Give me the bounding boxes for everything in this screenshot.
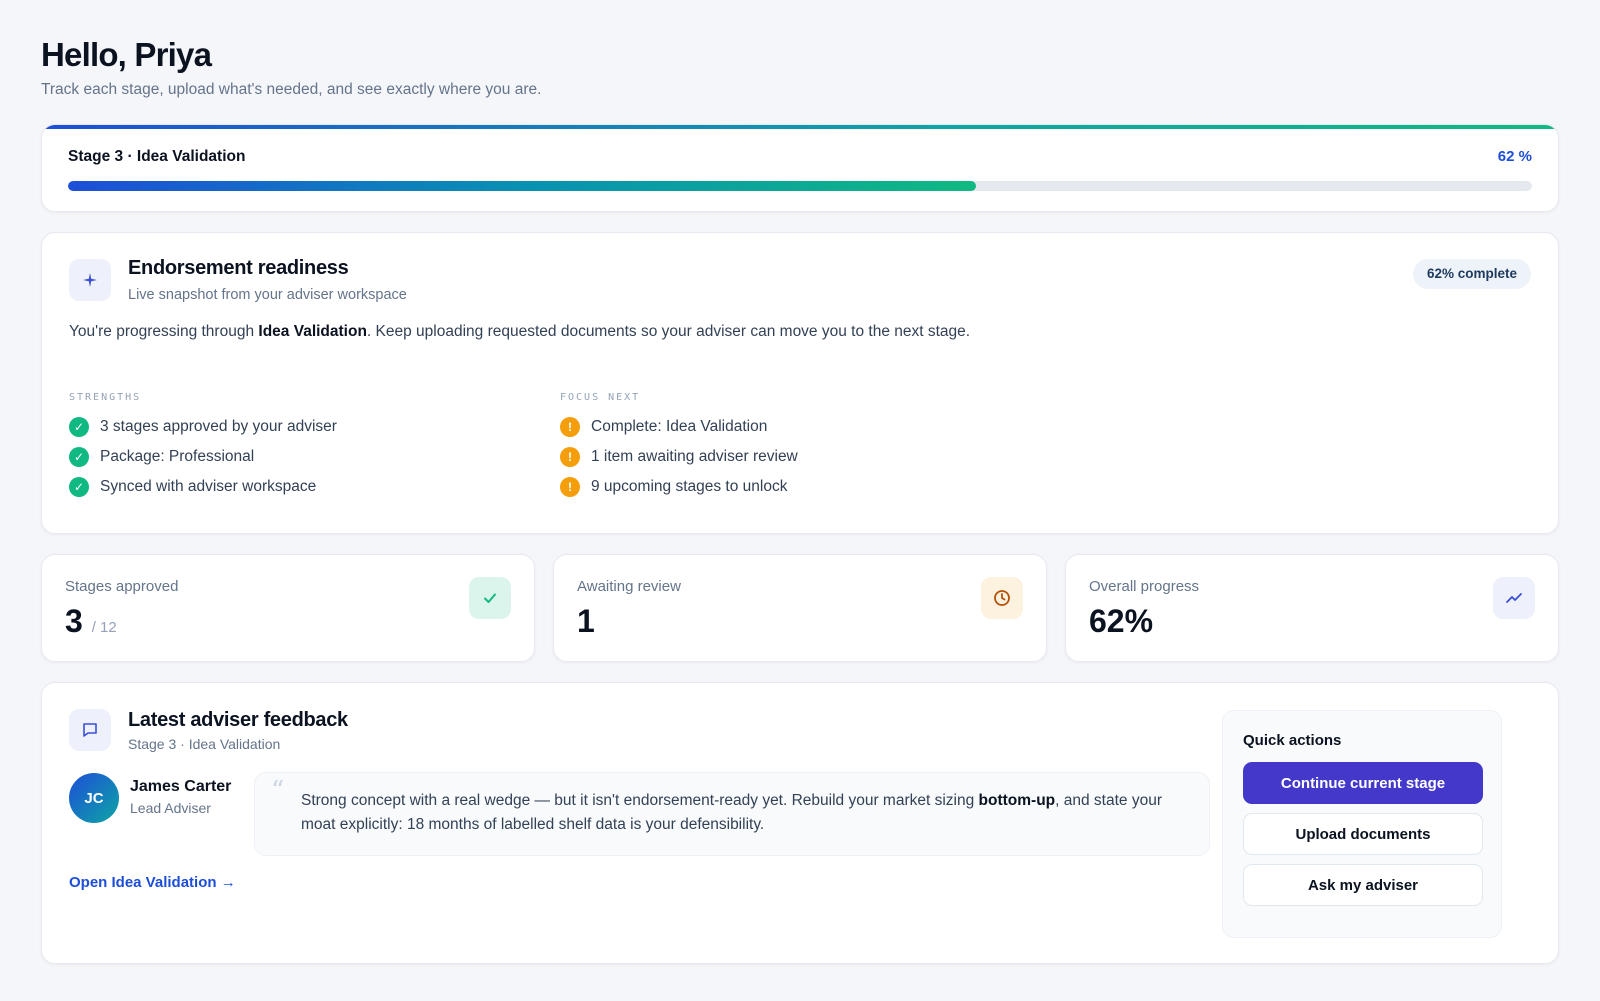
focus-next-label: FOCUS NEXT — [560, 392, 641, 403]
stat-number: 3 — [65, 603, 83, 639]
list-item: ! 9 upcoming stages to unlock — [560, 472, 798, 502]
list-item-label: Complete: Idea Validation — [591, 418, 768, 435]
description-text: You're progressing through — [69, 323, 259, 340]
open-stage-link[interactable]: Open Idea Validation → — [69, 874, 236, 891]
description-stage-name: Idea Validation — [258, 323, 367, 340]
list-item-label: Package: Professional — [100, 448, 255, 465]
quote-text: Strong concept with a real wedge — but i… — [301, 792, 979, 809]
stat-value: 1 — [577, 603, 595, 640]
stat-awaiting-review: Awaiting review 1 — [553, 554, 1047, 662]
stat-number: 1 — [577, 603, 595, 639]
list-item-label: 3 stages approved by your adviser — [100, 418, 337, 435]
feedback-card: Latest adviser feedback Stage 3 · Idea V… — [41, 682, 1559, 964]
feedback-subtitle: Stage 3 · Idea Validation — [128, 736, 281, 752]
chat-icon — [69, 709, 111, 751]
stat-label: Stages approved — [65, 578, 179, 595]
endorsement-subtitle: Live snapshot from your adviser workspac… — [128, 287, 407, 303]
list-item-label: Synced with adviser workspace — [100, 478, 317, 495]
quote-text: , and state your moat explicitly: 18 mon… — [301, 792, 1162, 833]
current-stage-title: Stage 3 · Idea Validation — [68, 148, 246, 165]
stat-label: Overall progress — [1089, 578, 1200, 595]
completion-badge: 62% complete — [1412, 259, 1531, 289]
stat-number: 62% — [1089, 603, 1154, 639]
check-circle-icon: ✓ — [69, 447, 89, 467]
stat-overall-progress: Overall progress 62% — [1065, 554, 1559, 662]
adviser-name: James Carter — [130, 778, 232, 795]
feedback-title: Latest adviser feedback — [128, 709, 348, 731]
focus-next-list: ! Complete: Idea Validation ! 1 item await… — [560, 412, 798, 502]
quick-actions-panel: Quick actions Continue current stage Upl… — [1222, 710, 1502, 938]
stage-progress-bar — [68, 181, 1532, 191]
stat-stages-approved: Stages approved 3 / 12 — [41, 554, 535, 662]
adviser-role: Lead Adviser — [130, 800, 211, 816]
check-circle-icon: ✓ — [69, 417, 89, 437]
endorsement-description: You're progressing through Idea Validati… — [69, 320, 999, 344]
upload-documents-button[interactable]: Upload documents — [1243, 813, 1483, 855]
check-icon — [469, 577, 511, 619]
trend-up-icon — [1493, 577, 1535, 619]
list-item: ✓ Synced with adviser workspace — [69, 472, 337, 502]
strengths-label: STRENGTHS — [69, 392, 142, 403]
list-item: ✓ 3 stages approved by your adviser — [69, 412, 337, 442]
stat-total: / 12 — [91, 619, 117, 636]
stage-progress-percent: 62 % — [1497, 148, 1532, 165]
accent-bar — [42, 125, 1558, 129]
quote-icon: “ — [271, 776, 285, 806]
alert-circle-icon: ! — [560, 417, 580, 437]
page-title: Hello, Priya — [41, 36, 212, 73]
stat-value: 62% — [1089, 603, 1153, 640]
alert-circle-icon: ! — [560, 447, 580, 467]
stage-progress-fill — [68, 181, 976, 191]
list-item-label: 1 item awaiting adviser review — [591, 448, 798, 465]
endorsement-title: Endorsement readiness — [128, 257, 349, 279]
quote-emphasis: bottom-up — [978, 792, 1056, 809]
clock-icon — [981, 577, 1023, 619]
page-subtitle: Track each stage, upload what's needed, … — [41, 81, 542, 98]
avatar: JC — [69, 773, 119, 823]
ask-adviser-button[interactable]: Ask my adviser — [1243, 864, 1483, 906]
check-circle-icon: ✓ — [69, 477, 89, 497]
alert-circle-icon: ! — [560, 477, 580, 497]
stat-label: Awaiting review — [577, 578, 681, 595]
endorsement-card: Endorsement readiness Live snapshot from… — [41, 232, 1559, 534]
list-item: ! 1 item awaiting adviser review — [560, 442, 798, 472]
list-item: ✓ Package: Professional — [69, 442, 337, 472]
quick-actions-title: Quick actions — [1243, 732, 1342, 749]
description-text: . Keep uploading requested documents so … — [366, 323, 971, 340]
continue-stage-button[interactable]: Continue current stage — [1243, 762, 1483, 804]
stage-progress-card: Stage 3 · Idea Validation 62 % — [41, 124, 1559, 212]
list-item-label: 9 upcoming stages to unlock — [591, 478, 788, 495]
stat-value: 3 / 12 — [65, 603, 117, 640]
feedback-quote: “ Strong concept with a real wedge — but… — [254, 772, 1210, 856]
list-item: ! Complete: Idea Validation — [560, 412, 798, 442]
sparkle-icon — [69, 259, 111, 301]
strengths-list: ✓ 3 stages approved by your adviser ✓ Pack… — [69, 412, 337, 502]
